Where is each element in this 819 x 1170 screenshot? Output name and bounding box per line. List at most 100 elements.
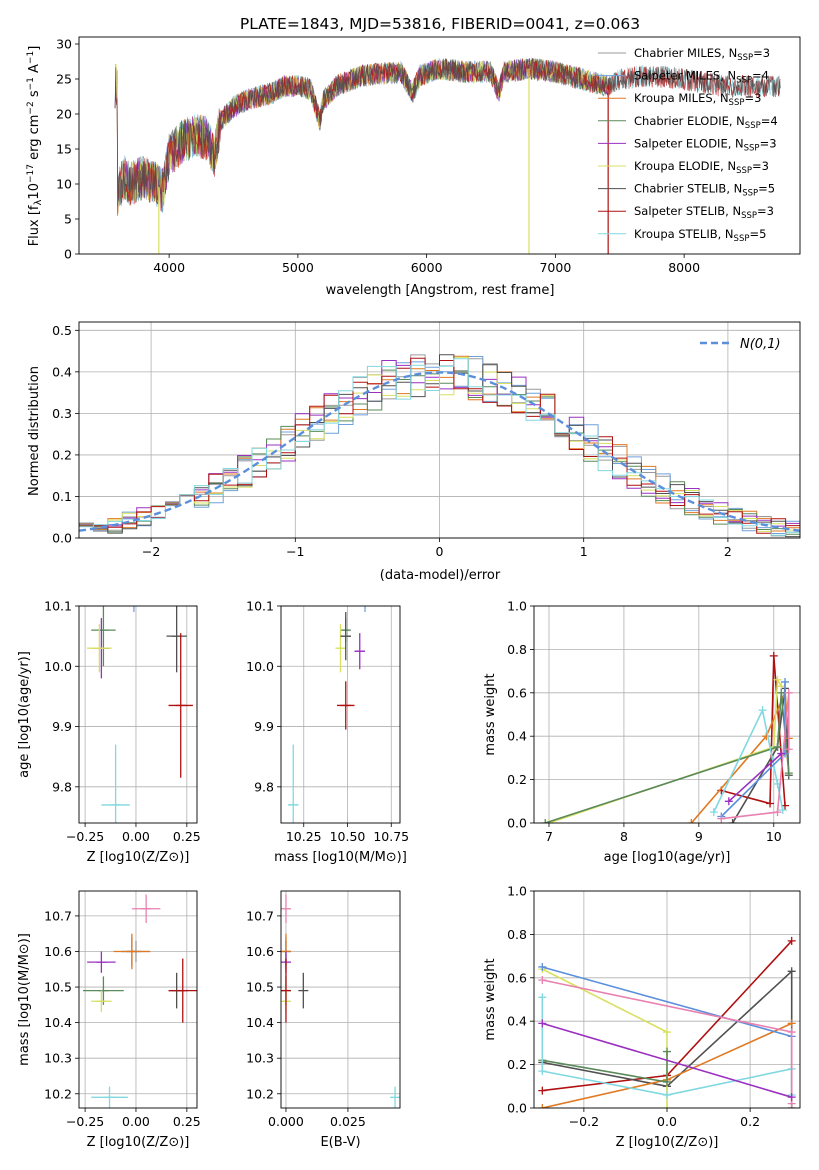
weight-line: [548, 677, 782, 823]
axes-frame: [280, 605, 401, 824]
weight-marker: [773, 808, 782, 817]
weight-line: [731, 688, 790, 823]
x-tick-label: 8000: [668, 260, 700, 275]
residuals-panel: −2 −1 0 1 2 0.0 0.1 0.2 0.3 0.4 0.5 (data-model)/er…: [27, 321, 801, 583]
weights_vs_Z-panel: −0.2 0.0 0.2 0.0 0.2 0.4 0.6 0.8 1.0 Z [log10(Z/Z…: [483, 884, 801, 1150]
y-tick-label: 9.8: [254, 779, 274, 794]
axes-frame: [78, 890, 198, 1109]
weight-marker: [784, 769, 793, 778]
weight-marker: [541, 819, 550, 823]
y-tick-label: 10: [56, 177, 72, 192]
y-tick-label: 30: [56, 37, 72, 52]
weight-marker: [538, 1019, 547, 1028]
legend-entry: Kroupa MILES, NSSP=3: [634, 91, 761, 108]
y-tick-label: 9.8: [52, 779, 72, 794]
y-tick-label: 0.0: [52, 531, 72, 546]
weight-marker: [544, 819, 553, 823]
x-axis-label: age [log10(age/yr)]: [604, 850, 731, 865]
y-axis-label: mass [log10(M/M⊙)]: [17, 933, 32, 1066]
weight-marker: [538, 1104, 547, 1108]
weight-marker: [784, 688, 793, 697]
y-tick-label: 10.7: [44, 908, 72, 923]
x-tick-label: 6000: [411, 260, 443, 275]
mass_vs_ebv-plot-area: [281, 894, 400, 1108]
y-tick-label: 0.5: [52, 323, 72, 338]
x-axis-label: (data-model)/error: [380, 568, 501, 583]
weight-marker: [709, 808, 718, 817]
legend-entry: Chabrier ELODIE, NSSP=4: [634, 114, 778, 131]
axes-frame: [78, 605, 198, 824]
y-axis-label: mass weight: [483, 673, 498, 755]
chart-title: PLATE=1843, MJD=53816, FIBERID=0041, z=0…: [240, 15, 640, 33]
x-tick-label: 10.25: [286, 829, 322, 844]
y-tick-label: 10.6: [44, 944, 72, 959]
y-tick-label: 9.9: [254, 719, 274, 734]
y-axis-label: age [log10(age/yr)]: [17, 651, 32, 778]
weight-marker: [787, 1019, 796, 1028]
age_vs_mass-panel: 10.25 10.50 10.75 9.8 9.9 10.0 10.1 mass [log10…: [246, 599, 409, 866]
normal-curve: [79, 371, 800, 532]
y-tick-label: 5: [64, 212, 72, 227]
weight-marker: [778, 805, 787, 814]
weight-line: [541, 968, 668, 1108]
y-tick-label: 10.7: [246, 908, 274, 923]
y-axis-label: Flux [fλ10−17 erg cm−2 s−1 A−1]: [26, 46, 44, 247]
x-tick-label: 0.0: [657, 1114, 677, 1129]
y-tick-label: 0.2: [52, 447, 72, 462]
axes-frame: [280, 890, 401, 1109]
weights_vs_Z-plot-area: [538, 936, 796, 1108]
age_vs_mass-plot-area: [288, 606, 366, 823]
x-tick-label: 0.25: [173, 1114, 201, 1129]
weight-marker: [663, 1047, 671, 1056]
y-tick-label: 1.0: [507, 884, 527, 899]
spectrum-plot-area: [114, 57, 781, 254]
legend-entry: Chabrier STELIB, NSSP=5: [634, 182, 775, 199]
y-tick-label: 0.4: [52, 364, 72, 379]
y-tick-label: 10.6: [246, 944, 274, 959]
x-tick-label: 7: [545, 829, 553, 844]
x-tick-label: 0.2: [740, 1114, 760, 1129]
x-tick-label: 10.50: [330, 829, 366, 844]
y-tick-label: 10.0: [44, 659, 72, 674]
weight-marker: [663, 1104, 671, 1108]
weight-line: [713, 707, 784, 813]
x-axis-label: Z [log10(Z/Z⊙)]: [87, 1135, 190, 1150]
legend-entry: Salpeter MILES, NSSP=4: [634, 69, 769, 86]
weights_vs_age-panel: 7 8 9 10 0.0 0.2 0.4 0.6 0.8 1.0 age [log10(age/yr…: [483, 599, 801, 865]
y-tick-label: 0: [64, 247, 72, 262]
x-tick-label: 1: [580, 544, 588, 559]
age_vs_Z-plot-area: [87, 606, 193, 823]
weight-marker: [769, 651, 778, 660]
spectrum-panel: 4000 5000 6000 7000 8000 0 5 10 15 20 25 30 waveleng…: [26, 37, 801, 298]
x-tick-label: 0: [436, 544, 444, 559]
x-tick-label: 0.000: [268, 1114, 304, 1129]
mass_vs_ebv-panel: 0.000 0.025 10.2 10.3 10.4 10.5 10.6 10.7 E(B-V): [246, 890, 401, 1150]
y-tick-label: 15: [56, 142, 72, 157]
y-tick-label: 0.8: [507, 642, 527, 657]
y-tick-label: 0.6: [507, 970, 527, 985]
legend: Chabrier MILES, NSSP=3 Salpeter MILES, NS…: [598, 46, 778, 244]
x-tick-label: 4000: [153, 260, 185, 275]
x-tick-label: 10.75: [373, 829, 409, 844]
weight-marker: [538, 962, 547, 971]
x-tick-label: 2: [724, 544, 732, 559]
weight-marker: [787, 1028, 796, 1037]
weight-marker: [538, 993, 547, 1002]
mass_vs_Z-panel: −0.25 0.00 0.25 10.2 10.3 10.4 10.5 10.6 10.7 Z […: [17, 890, 201, 1150]
y-tick-label: 25: [56, 72, 72, 87]
weight-line: [542, 1022, 792, 1098]
weight-marker: [777, 749, 786, 758]
y-tick-label: 9.9: [52, 719, 72, 734]
x-tick-label: 0.025: [330, 1114, 366, 1129]
weight-marker: [538, 975, 547, 984]
x-axis-label: E(B-V): [320, 1135, 360, 1150]
x-axis-label: Z [log10(Z/Z⊙)]: [87, 850, 190, 865]
weight-marker: [766, 799, 775, 808]
weight-marker: [787, 1093, 796, 1102]
y-tick-label: 0.4: [507, 729, 527, 744]
x-tick-label: 7000: [539, 260, 571, 275]
x-tick-label: 0.00: [122, 829, 150, 844]
weight-marker: [758, 706, 767, 715]
y-axis-label: mass weight: [483, 958, 498, 1040]
